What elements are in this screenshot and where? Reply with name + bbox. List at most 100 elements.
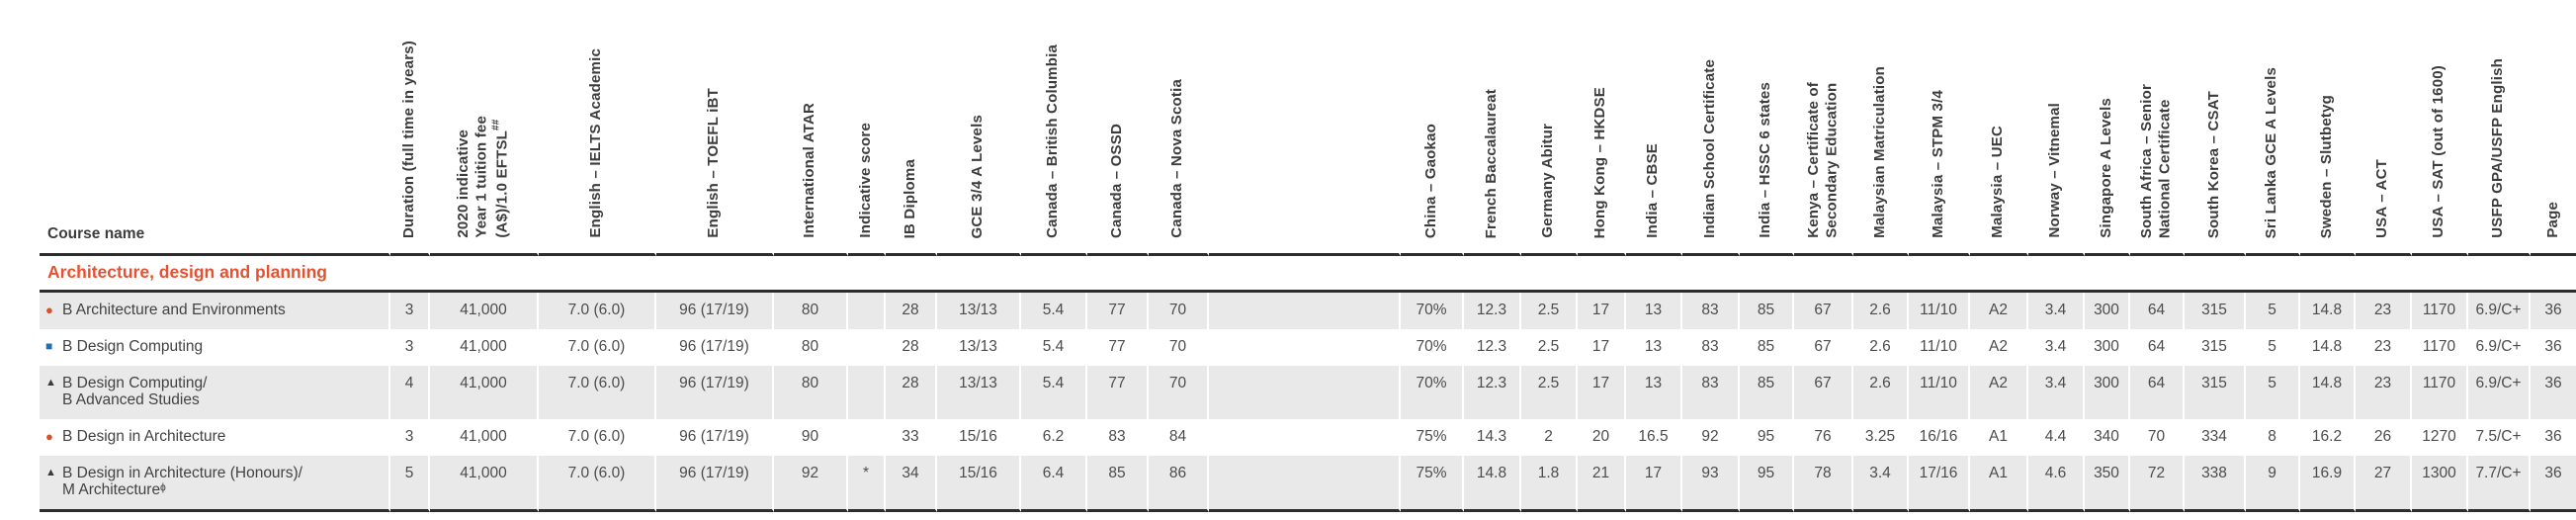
col-header-label: Kenya – Certificate of Secondary Educati… [1804,82,1840,238]
atar-value: 80 [774,293,848,329]
indicative-value [848,419,886,456]
norway-value: 3.4 [2028,366,2085,419]
col-header-canada_ossd: Canada – OSSD [1087,0,1149,256]
hssc-value: 95 [1740,419,1794,456]
col-header-label: Canada – British Columbia [1044,44,1062,238]
french_bac-value: 12.3 [1464,293,1521,329]
kenya-value: 78 [1794,456,1853,512]
indicative-value [848,329,886,366]
col-header-label: South Korea – CSAT [2204,90,2222,238]
uec-value: A2 [1970,366,2028,419]
atar-value: 92 [774,456,848,512]
page-value: 36 [2531,293,2576,329]
col-header-label: Indicative score [856,123,874,238]
uec-value: A2 [1970,329,2028,366]
usfp-value: 7.7/C+ [2468,456,2531,512]
norway-value: 3.4 [2028,293,2085,329]
col-header-label: India – CBSE [1644,143,1662,238]
kenya-value: 76 [1794,419,1853,456]
cbse-value: 13 [1626,366,1682,419]
col-header-fee: 2020 indicative Year 1 tuition fee (A$)/… [430,0,539,256]
canada_ns-value: 86 [1149,456,1209,512]
canada_ns-value: 70 [1149,366,1209,419]
col-header-south_africa: South Africa – Senior National Certifica… [2130,0,2185,256]
duration-value: 3 [390,419,430,456]
circle-marker-icon: ● [45,429,53,444]
matric-value: 3.4 [1853,456,1909,512]
act-value: 23 [2356,366,2412,419]
course-name-cell: ■ B Design Computing [40,329,390,366]
norway-value: 4.4 [2028,419,2085,456]
hssc-value: 95 [1740,456,1794,512]
act-value: 23 [2356,329,2412,366]
ib-value: 28 [886,329,937,366]
spacer-value [1209,456,1401,512]
abitur-value: 2.5 [1521,366,1578,419]
atar-value: 80 [774,329,848,366]
ielts-value: 7.0 (6.0) [539,329,656,366]
col-header-duration: Duration (full time in years) [390,0,430,256]
sat-value: 1170 [2412,293,2468,329]
kenya-value: 67 [1794,329,1853,366]
col-header-isc: Indian School Certificate [1682,0,1740,256]
isc-value: 92 [1682,419,1740,456]
gce-value: 13/13 [937,293,1021,329]
square-marker-icon: ■ [45,339,53,353]
indicative-value [848,366,886,419]
col-header-label: Hong Kong – HKDSE [1591,86,1609,238]
duration-value: 3 [390,293,430,329]
section-row: Architecture, design and planning [40,256,2576,293]
col-header-toefl: English – TOEFL iBT [656,0,774,256]
singapore-value: 300 [2085,293,2130,329]
col-header-label: 2020 indicative Year 1 tuition fee (A$)/… [455,116,511,238]
sweden-value: 14.8 [2300,293,2356,329]
course-name-cell: ▲ B Design Computing/B Advanced Studies [40,366,390,419]
french_bac-value: 12.3 [1464,366,1521,419]
ielts-value: 7.0 (6.0) [539,419,656,456]
col-header-label: Germany Abitur [1539,124,1557,238]
isc-value: 93 [1682,456,1740,512]
hkdse-value: 21 [1578,456,1626,512]
canada_bc-value: 6.4 [1021,456,1087,512]
matric-value: 3.25 [1853,419,1909,456]
kenya-value: 67 [1794,366,1853,419]
sri_lanka-value: 5 [2246,329,2300,366]
sri_lanka-value: 5 [2246,366,2300,419]
usfp-value: 7.5/C+ [2468,419,2531,456]
norway-value: 3.4 [2028,329,2085,366]
singapore-value: 350 [2085,456,2130,512]
col-header-label: China – Gaokao [1421,123,1439,238]
uec-value: A1 [1970,419,2028,456]
col-header-label: USFP GPA/USFP English [2489,58,2507,238]
col-header-spacer [1209,0,1401,256]
col-header-csat: South Korea – CSAT [2185,0,2246,256]
hssc-value: 85 [1740,366,1794,419]
col-header-canada_bc: Canada – British Columbia [1021,0,1087,256]
stpm-value: 11/10 [1909,366,1970,419]
sweden-value: 14.8 [2300,329,2356,366]
abitur-value: 1.8 [1521,456,1578,512]
table-row: ● B Design in Architecture 3 41,000 7.0 (6.0… [40,419,2576,456]
singapore-value: 300 [2085,366,2130,419]
south_africa-value: 64 [2130,329,2185,366]
table-row: ▲ B Design in Architecture (Honours)/M Ar… [40,456,2576,512]
hkdse-value: 17 [1578,366,1626,419]
sri_lanka-value: 5 [2246,293,2300,329]
col-header-stpm: Malaysia – STPM 3/4 [1909,0,1970,256]
course-name: B Design Computing [62,338,204,355]
atar-value: 90 [774,419,848,456]
toefl-value: 96 (17/19) [656,419,774,456]
toefl-value: 96 (17/19) [656,293,774,329]
col-header-hssc: India – HSSC 6 states [1740,0,1794,256]
col-header-label: Sri Lanka GCE A Levels [2263,66,2280,238]
col-header-kenya: Kenya – Certificate of Secondary Educati… [1794,0,1853,256]
isc-value: 83 [1682,329,1740,366]
canada_bc-value: 5.4 [1021,329,1087,366]
col-header-cbse: India – CBSE [1626,0,1682,256]
spacer-value [1209,293,1401,329]
fee-value: 41,000 [430,456,539,512]
col-header-sweden: Sweden – Slutbetyg [2300,0,2356,256]
sri_lanka-value: 8 [2246,419,2300,456]
col-header-label: Page [2543,202,2561,238]
fee-value: 41,000 [430,293,539,329]
